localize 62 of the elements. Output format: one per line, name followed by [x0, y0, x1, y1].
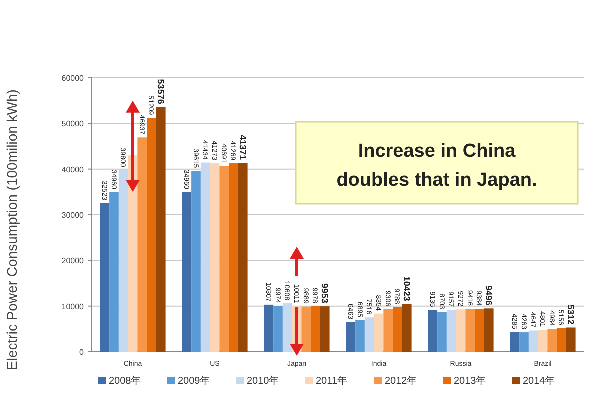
- bar: [438, 312, 447, 352]
- annotation: Increase in China doubles that in Japan.: [336, 141, 538, 191]
- bar: [538, 330, 548, 352]
- bar: [220, 166, 230, 352]
- bar: [528, 330, 538, 352]
- bar: [510, 332, 520, 352]
- bar: [346, 322, 356, 352]
- bar: [210, 164, 220, 352]
- bar: [138, 138, 148, 352]
- legend-label: 2013年: [454, 375, 486, 387]
- bar: [374, 314, 384, 352]
- bar: [520, 332, 529, 352]
- data-label: 53576: [156, 79, 166, 104]
- y-axis-title: Electric Power Consumption (100milion kWh): [4, 90, 20, 370]
- bar: [475, 309, 484, 352]
- legend-label: 2010年: [247, 375, 280, 387]
- bar: [384, 310, 394, 352]
- legend-label: 2008年: [109, 375, 142, 387]
- bar: [393, 307, 402, 352]
- bar: [566, 328, 576, 352]
- bar: [302, 306, 312, 352]
- data-label: 10423: [402, 276, 412, 302]
- bar: [311, 306, 320, 352]
- y-tick-label: 30000: [62, 211, 85, 220]
- bar: [264, 304, 274, 352]
- y-tick-label: 40000: [62, 165, 85, 174]
- bar: [192, 171, 201, 352]
- bar: [238, 163, 248, 352]
- bar: [356, 320, 365, 352]
- bar: [110, 192, 119, 352]
- bar: [229, 164, 238, 352]
- bar: [100, 203, 110, 352]
- data-label: 9953: [320, 284, 330, 304]
- bar: [402, 304, 412, 352]
- bar: [282, 304, 292, 352]
- legend-label: 2014年: [523, 375, 556, 387]
- y-tick-label: 10000: [62, 302, 85, 312]
- bar: [548, 329, 558, 352]
- bar: [182, 192, 192, 352]
- data-label: 41371: [238, 135, 248, 160]
- bar: [428, 310, 438, 352]
- bar: [456, 310, 466, 352]
- y-tick-label: 0: [80, 348, 85, 357]
- bar: [147, 118, 156, 352]
- bar: [557, 328, 566, 352]
- bar: [364, 318, 374, 352]
- legend-label: 2011年: [316, 375, 348, 387]
- bar: [156, 107, 166, 352]
- y-tick-label: 20000: [62, 256, 85, 266]
- y-tick-label: 60000: [62, 74, 85, 83]
- bar: [118, 170, 128, 352]
- data-label: 9496: [484, 286, 494, 306]
- y-tick-label: 50000: [62, 120, 85, 129]
- bar: [200, 162, 210, 352]
- bar: [320, 306, 330, 352]
- data-label: 5312: [566, 304, 576, 325]
- bar: [484, 308, 494, 352]
- bar: [446, 310, 456, 352]
- bar: [274, 306, 283, 352]
- legend-label: 2009年: [178, 375, 210, 387]
- legend-label: 2012年: [385, 375, 418, 387]
- bar: [466, 309, 476, 352]
